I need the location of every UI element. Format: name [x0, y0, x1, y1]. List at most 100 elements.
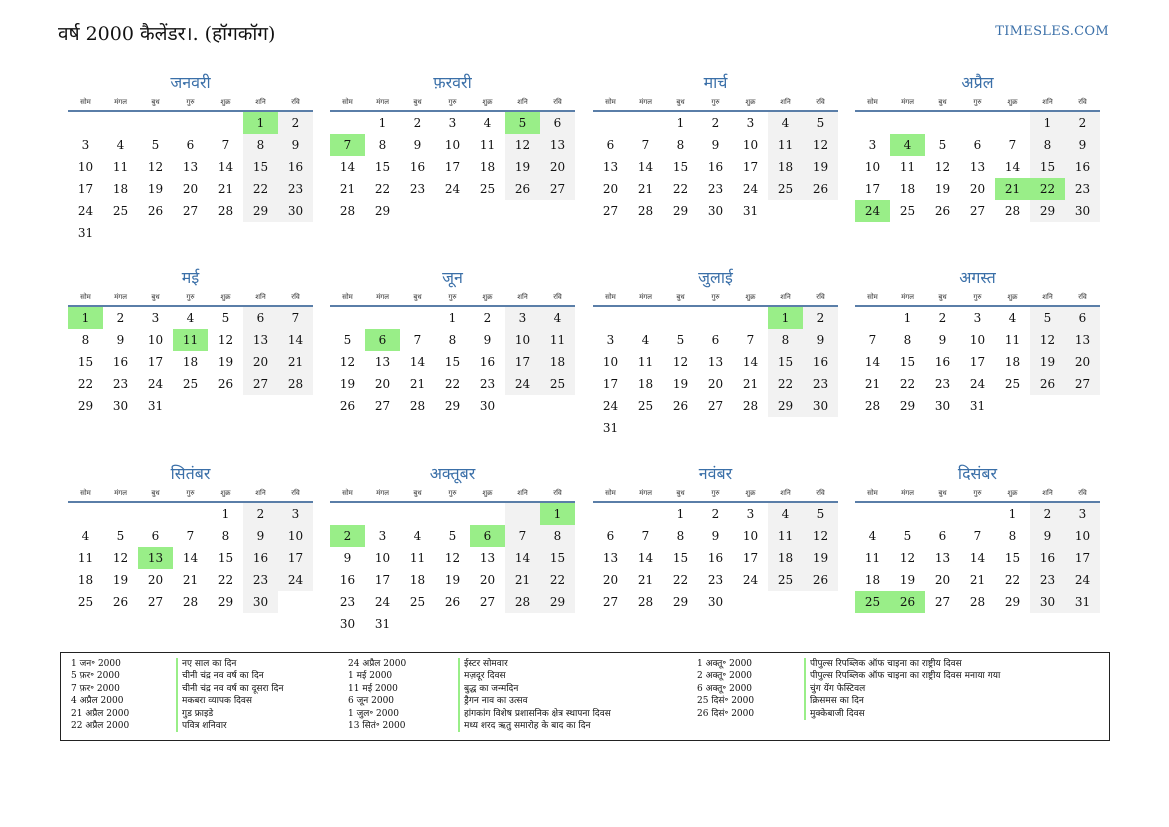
day-cell: 25 [1004, 377, 1021, 391]
month-name: दिसंबर [957, 464, 998, 483]
day-cell: 5 [676, 333, 685, 347]
site-link[interactable]: TIMESLES.COM [995, 24, 1109, 39]
day-cell: 25 [479, 182, 496, 196]
day-cell: 29 [243, 200, 278, 222]
day-grid: 1 2 3 4 5 6 7 8 9 10 11 12 13 14 15 16 17 18 19 20 21 22 23 24 2… [855, 307, 1100, 417]
empty-cell [365, 503, 400, 525]
legend-date: 6 अक्तू॰ 2000 [697, 683, 753, 694]
weekday-label: शनि [1042, 97, 1053, 106]
day-cell: 22 [899, 377, 916, 391]
day-cell: 27 [374, 399, 391, 413]
empty-cell [173, 503, 208, 525]
weekday-label: सोम [80, 292, 91, 301]
weekday-label: बुध [413, 488, 422, 497]
day-cell: 15 [243, 156, 278, 178]
day-grid: 1 2 3 4 5 6 7 8 9 10 11 12 13 14 15 16 17 18 19 20 21 22 23 24 2… [593, 307, 838, 439]
day-cell: 26 [803, 178, 838, 200]
day-cell: 17 [602, 377, 619, 391]
empty-cell [400, 503, 435, 525]
holiday-day-cell: 24 [855, 200, 890, 222]
day-cell: 23 [339, 595, 356, 609]
day-cell: 7 [746, 333, 755, 347]
month-name: जनवरी [170, 73, 211, 92]
weekday-label: शुक्र [220, 292, 231, 301]
weekday-label: बुध [151, 292, 160, 301]
day-cell: 31 [1065, 591, 1100, 613]
weekday-label: गुरु [186, 488, 195, 497]
weekday-label: रवि [816, 488, 825, 497]
legend-holiday-name: चीनी चंद्र नव वर्ष का दिन [182, 671, 264, 682]
month-name: जून [442, 268, 463, 287]
day-cell: 31 [77, 226, 94, 240]
day-cell: 1 [1008, 507, 1017, 521]
weekday-header: सोम मंगल बुध गुरु शुक्र शनि रवि [330, 94, 575, 112]
day-grid: 1 2 3 4 5 6 7 8 9 10 11 12 13 14 15 16 17 18 19 20 21 22 23 24 2… [68, 503, 313, 613]
day-cell: 20 [934, 573, 951, 587]
day-cell: 16 [409, 160, 426, 174]
legend-dates: 1 जन॰ 2000 5 फ़र॰ 2000 7 फ़र॰ 2000 4 अप्रैल… [71, 658, 129, 732]
day-cell: 16 [278, 156, 313, 178]
day-cell: 21 [217, 182, 234, 196]
day-cell: 22 [768, 373, 803, 395]
empty-cell [330, 112, 365, 134]
weekday-label: रवि [553, 97, 562, 106]
day-cell: 10 [444, 138, 461, 152]
day-cell: 8 [676, 138, 685, 152]
day-cell: 31 [374, 617, 391, 631]
day-cell: 26 [934, 204, 951, 218]
legend-date: 2 अक्तू॰ 2000 [697, 671, 753, 682]
weekday-label: रवि [1078, 292, 1087, 301]
day-cell: 4 [483, 116, 492, 130]
month-block: अगस्त सोम मंगल बुध गुरु शुक्र शनि रवि 1 2 3 4 5 6 7 8 9 1… [855, 267, 1100, 417]
month-block: जुलाई सोम मंगल बुध गुरु शुक्र शनि रवि 1 2 3 4 5 6 7 8 9 1… [593, 267, 838, 439]
day-cell: 19 [803, 156, 838, 178]
day-cell: 14 [278, 329, 313, 351]
day-cell: 24 [742, 573, 759, 587]
weekday-label: मंगल [376, 292, 389, 301]
day-cell: 26 [444, 595, 461, 609]
day-cell: 18 [864, 573, 881, 587]
day-cell: 8 [676, 529, 685, 543]
day-cell: 7 [186, 529, 195, 543]
weekday-label: शनि [517, 292, 528, 301]
empty-cell [470, 503, 505, 525]
day-cell: 27 [147, 595, 164, 609]
day-cell: 24 [505, 373, 540, 395]
day-cell: 9 [938, 333, 947, 347]
day-cell: 16 [112, 355, 129, 369]
day-cell: 20 [182, 182, 199, 196]
day-cell: 19 [505, 156, 540, 178]
day-cell: 21 [742, 377, 759, 391]
day-cell: 19 [147, 182, 164, 196]
empty-cell [505, 503, 540, 525]
day-cell: 24 [602, 399, 619, 413]
day-cell: 14 [339, 160, 356, 174]
day-cell: 25 [77, 595, 94, 609]
day-grid: 1 2 3 4 5 6 7 8 9 10 11 12 13 14 15 16 17 18 19 20 21 22 23 24 2… [68, 112, 313, 244]
day-cell: 1 [676, 116, 685, 130]
day-cell: 11 [77, 551, 94, 565]
day-cell: 8 [1008, 529, 1017, 543]
day-cell: 27 [1065, 373, 1100, 395]
day-cell: 3 [81, 138, 90, 152]
day-cell: 7 [868, 333, 877, 347]
day-cell: 22 [444, 377, 461, 391]
legend-date: 4 अप्रैल 2000 [71, 696, 124, 707]
day-cell: 12 [1030, 329, 1065, 351]
legend-names: पीपुल्स रिपब्लिक ऑफ चाइना का राष्ट्रीय द… [804, 658, 1000, 720]
month-block: मार्च सोम मंगल बुध गुरु शुक्र शनि रवि 1 2 3 4 5 6 7 8 9 1… [593, 72, 838, 222]
day-cell: 28 [339, 204, 356, 218]
day-cell: 7 [505, 525, 540, 547]
day-cell: 6 [186, 138, 195, 152]
day-cell: 14 [864, 355, 881, 369]
day-cell: 4 [540, 307, 575, 329]
month-block: अक्तूबर सोम मंगल बुध गुरु शुक्र शनि रवि 1 2 3 4 5 6 7 8… [330, 463, 575, 635]
day-cell: 10 [742, 529, 759, 543]
day-cell: 10 [77, 160, 94, 174]
day-cell: 12 [803, 525, 838, 547]
day-cell: 30 [1065, 200, 1100, 222]
day-cell: 4 [81, 529, 90, 543]
day-cell: 20 [1065, 351, 1100, 373]
weekday-label: शनि [1042, 292, 1053, 301]
day-cell: 2 [1030, 503, 1065, 525]
